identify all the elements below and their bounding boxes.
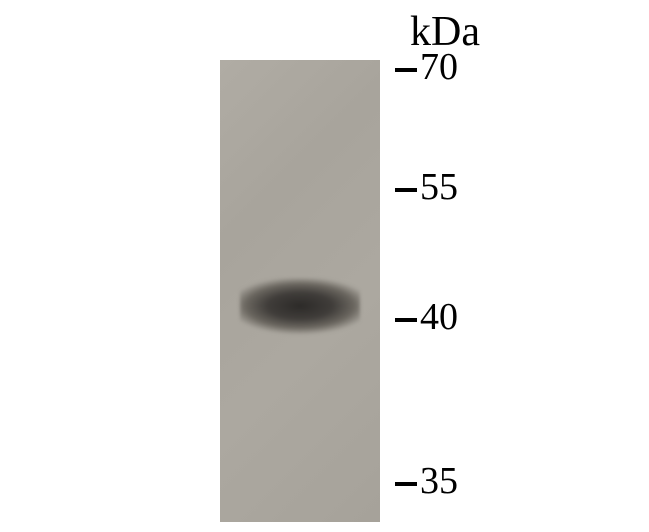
marker-label-35: 35 bbox=[420, 462, 458, 500]
marker-label-55: 55 bbox=[420, 168, 458, 206]
marker-tick-40 bbox=[395, 318, 417, 322]
blot-band bbox=[240, 278, 360, 336]
marker-tick-55 bbox=[395, 188, 417, 192]
blot-lane bbox=[220, 60, 380, 522]
marker-label-70: 70 bbox=[420, 48, 458, 86]
marker-tick-70 bbox=[395, 68, 417, 72]
marker-label-40: 40 bbox=[420, 298, 458, 336]
marker-tick-35 bbox=[395, 482, 417, 486]
